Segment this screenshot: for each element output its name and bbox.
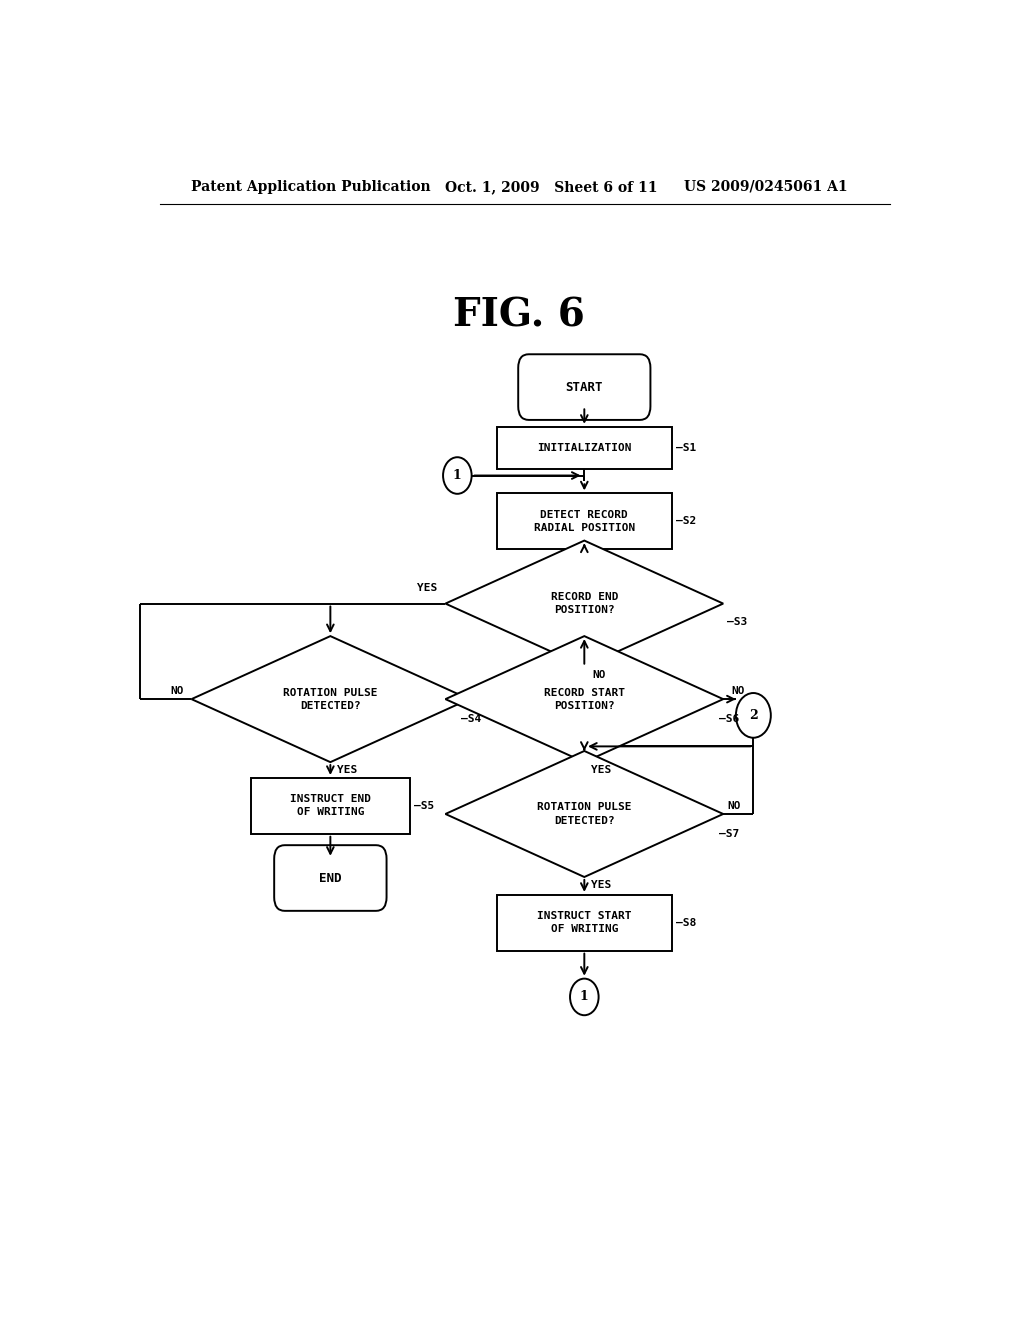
Text: RECORD END
POSITION?: RECORD END POSITION? xyxy=(551,591,618,615)
Text: US 2009/0245061 A1: US 2009/0245061 A1 xyxy=(684,180,847,194)
Text: INITIALIZATION: INITIALIZATION xyxy=(537,444,632,453)
FancyBboxPatch shape xyxy=(518,354,650,420)
Text: ROTATION PULSE
DETECTED?: ROTATION PULSE DETECTED? xyxy=(283,688,378,710)
Text: YES: YES xyxy=(337,766,357,775)
FancyBboxPatch shape xyxy=(274,845,386,911)
Polygon shape xyxy=(445,636,723,762)
Text: 1: 1 xyxy=(580,990,589,1003)
Text: YES: YES xyxy=(591,766,611,775)
Text: YES: YES xyxy=(591,880,611,890)
Text: START: START xyxy=(565,380,603,393)
Text: INSTRUCT START
OF WRITING: INSTRUCT START OF WRITING xyxy=(537,911,632,935)
Text: NO: NO xyxy=(592,669,606,680)
Text: Oct. 1, 2009   Sheet 6 of 11: Oct. 1, 2009 Sheet 6 of 11 xyxy=(445,180,658,194)
Bar xyxy=(497,426,672,470)
Text: 1: 1 xyxy=(453,469,462,482)
Text: —S8: —S8 xyxy=(676,917,696,928)
Text: Patent Application Publication: Patent Application Publication xyxy=(191,180,431,194)
Circle shape xyxy=(443,457,472,494)
Bar xyxy=(497,895,672,950)
Circle shape xyxy=(570,978,599,1015)
Text: NO: NO xyxy=(170,686,183,696)
Text: DETECT RECORD
RADIAL POSITION: DETECT RECORD RADIAL POSITION xyxy=(534,510,635,533)
Text: 2: 2 xyxy=(749,709,758,722)
Text: NO: NO xyxy=(731,686,744,696)
Text: —S1: —S1 xyxy=(676,444,696,453)
Text: —S7: —S7 xyxy=(719,829,739,840)
Polygon shape xyxy=(445,541,723,667)
Circle shape xyxy=(736,693,771,738)
Bar xyxy=(497,494,672,549)
Text: YES: YES xyxy=(417,583,437,593)
Polygon shape xyxy=(445,751,723,876)
Polygon shape xyxy=(191,636,469,762)
Text: ROTATION PULSE
DETECTED?: ROTATION PULSE DETECTED? xyxy=(537,803,632,825)
Text: END: END xyxy=(319,871,342,884)
Bar xyxy=(251,777,410,834)
Text: RECORD START
POSITION?: RECORD START POSITION? xyxy=(544,688,625,710)
Text: —S3: —S3 xyxy=(727,616,748,627)
Text: —S6: —S6 xyxy=(719,714,739,725)
Text: —S2: —S2 xyxy=(676,516,696,527)
Text: FIG. 6: FIG. 6 xyxy=(454,297,586,335)
Text: —S4: —S4 xyxy=(461,714,481,725)
Text: INSTRUCT END
OF WRITING: INSTRUCT END OF WRITING xyxy=(290,795,371,817)
Text: —S5: —S5 xyxy=(414,801,434,810)
Text: NO: NO xyxy=(727,801,740,810)
